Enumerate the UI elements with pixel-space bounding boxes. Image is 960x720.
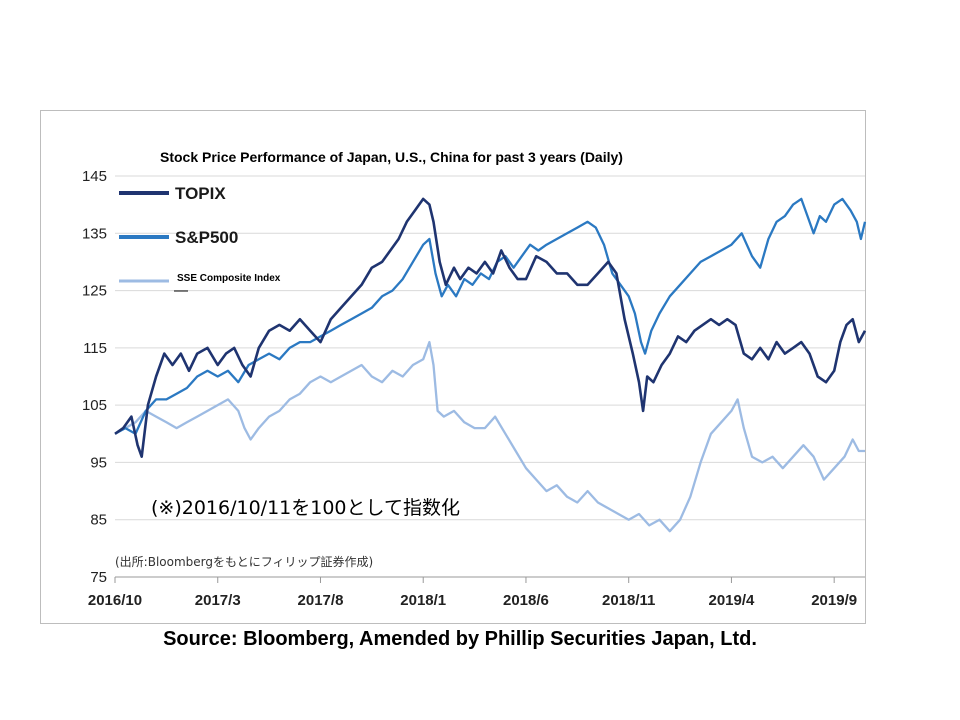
chart-frame: 145 135 125 115 105 95 85 75 2016/10 2017/3 2017/8… — [40, 110, 867, 624]
axes: 145 135 125 115 105 95 85 75 2016/10 2017/3 2017/8… — [82, 168, 865, 609]
chart-title: Stock Price Performance of Japan, U.S., … — [160, 149, 623, 165]
y-tick-label: 115 — [83, 340, 107, 357]
y-tick-label: 85 — [90, 512, 107, 529]
series-line-topix — [114, 197, 867, 458]
legend-label-sp500: S&P500 — [175, 228, 238, 247]
x-tick-label: 2019/9 — [811, 592, 857, 609]
y-tick-label: 95 — [90, 454, 107, 471]
x-tick-label: 2018/6 — [503, 592, 549, 609]
legend-label-sse: SSE Composite Index — [177, 273, 281, 284]
series-line-s-p500 — [114, 197, 867, 435]
x-tick-label: 2018/1 — [400, 592, 446, 609]
legend-label-topix: TOPIX — [175, 184, 226, 203]
source-note: Source: Bloomberg, Amended by Phillip Se… — [163, 628, 757, 650]
y-tick-label: 105 — [82, 397, 107, 414]
legend: TOPIX S&P500 SSE Composite Index — [119, 184, 281, 292]
x-tick-label: 2018/11 — [602, 592, 655, 609]
y-tick-label: 135 — [82, 225, 107, 242]
y-tick-label: 125 — [82, 283, 107, 300]
inline-source-note: (出所:Bloombergをもとにフィリップ証券作成) — [115, 554, 373, 569]
line-chart: 145 135 125 115 105 95 85 75 2016/10 2017/3 2017/8… — [82, 149, 867, 609]
y-tick-label: 75 — [90, 569, 107, 586]
y-tick-label: 145 — [82, 168, 107, 185]
x-tick-label: 2016/10 — [88, 592, 142, 609]
gridlines — [115, 175, 865, 578]
x-tick-label: 2019/4 — [708, 592, 755, 609]
series-line-sse-composite-index — [114, 340, 865, 533]
x-tick-label: 2017/8 — [298, 592, 344, 609]
series-lines — [114, 197, 867, 533]
index-note: (※)2016/10/11を100として指数化 — [151, 497, 460, 519]
x-tick-label: 2017/3 — [195, 592, 241, 609]
